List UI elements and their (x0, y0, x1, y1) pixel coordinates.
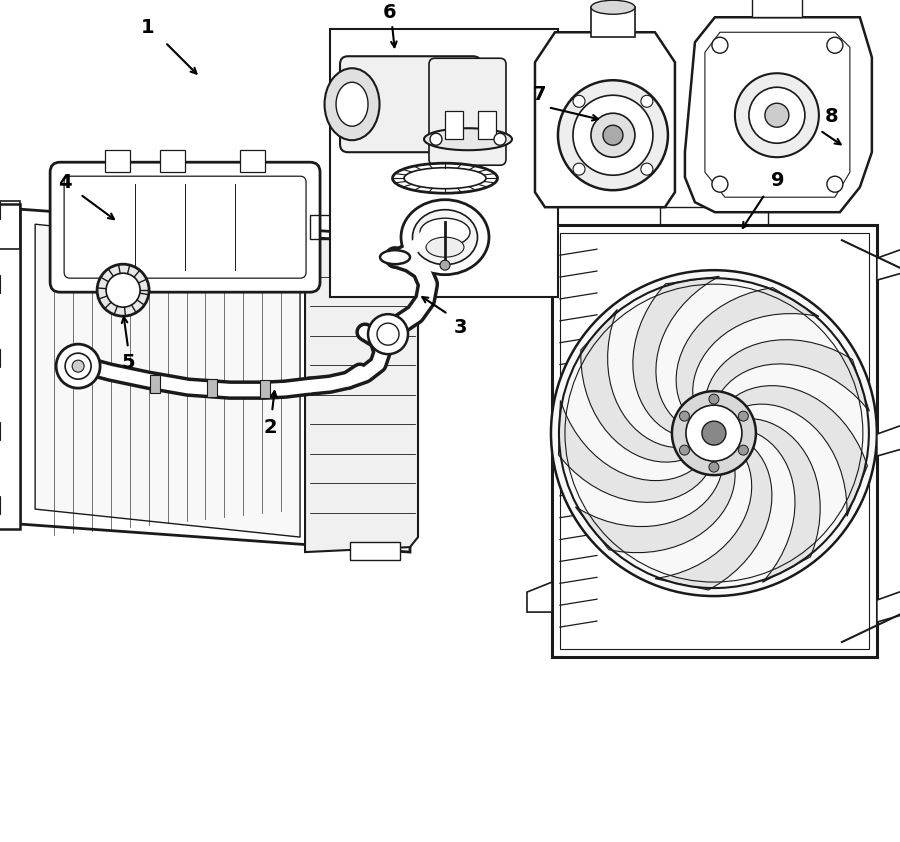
Circle shape (573, 163, 585, 175)
Text: 9: 9 (771, 171, 785, 189)
Text: 4: 4 (58, 173, 72, 192)
Circle shape (827, 37, 843, 53)
Polygon shape (0, 205, 20, 529)
FancyBboxPatch shape (429, 58, 506, 165)
Circle shape (672, 392, 756, 475)
FancyBboxPatch shape (50, 163, 320, 292)
Ellipse shape (591, 0, 634, 14)
Circle shape (702, 421, 726, 445)
Text: 2: 2 (263, 418, 277, 437)
Ellipse shape (424, 128, 512, 150)
Text: 1: 1 (141, 18, 155, 37)
Polygon shape (330, 29, 558, 297)
Ellipse shape (401, 200, 489, 274)
Circle shape (97, 264, 149, 316)
Circle shape (368, 314, 408, 354)
Polygon shape (105, 150, 130, 173)
Circle shape (686, 405, 742, 461)
Text: 7: 7 (533, 85, 546, 104)
Circle shape (641, 163, 652, 175)
Circle shape (494, 133, 506, 145)
Polygon shape (527, 260, 552, 290)
Polygon shape (655, 447, 772, 590)
Circle shape (440, 260, 450, 270)
Ellipse shape (420, 218, 470, 246)
Circle shape (430, 133, 442, 145)
Circle shape (106, 273, 140, 307)
Circle shape (558, 80, 668, 190)
Ellipse shape (426, 237, 464, 257)
Circle shape (712, 176, 728, 192)
Circle shape (680, 445, 689, 456)
Circle shape (56, 344, 100, 388)
Polygon shape (706, 339, 869, 411)
Polygon shape (150, 376, 160, 393)
Polygon shape (478, 111, 496, 139)
Polygon shape (527, 582, 552, 612)
Polygon shape (877, 590, 900, 622)
Circle shape (749, 88, 805, 143)
Polygon shape (591, 8, 634, 37)
FancyBboxPatch shape (340, 56, 481, 152)
Polygon shape (260, 380, 270, 398)
Polygon shape (305, 237, 418, 552)
Polygon shape (207, 379, 217, 397)
Ellipse shape (380, 250, 410, 264)
Polygon shape (735, 386, 868, 516)
Polygon shape (535, 32, 675, 207)
Circle shape (680, 411, 689, 421)
Text: 3: 3 (454, 317, 467, 337)
Polygon shape (350, 542, 400, 560)
Polygon shape (240, 150, 266, 173)
Polygon shape (20, 209, 410, 552)
Text: 5: 5 (122, 353, 135, 371)
Polygon shape (109, 276, 137, 282)
Polygon shape (752, 0, 802, 17)
Polygon shape (580, 310, 682, 462)
Ellipse shape (325, 68, 380, 141)
Polygon shape (633, 276, 719, 433)
Circle shape (738, 411, 749, 421)
Circle shape (827, 176, 843, 192)
Circle shape (738, 445, 749, 456)
Circle shape (72, 360, 84, 372)
Circle shape (641, 95, 652, 107)
Polygon shape (445, 111, 463, 139)
Polygon shape (676, 288, 819, 406)
Polygon shape (877, 424, 900, 456)
Circle shape (735, 73, 819, 157)
Ellipse shape (412, 210, 478, 264)
Text: 6: 6 (383, 3, 397, 22)
Polygon shape (559, 401, 706, 503)
Circle shape (603, 125, 623, 145)
Circle shape (765, 104, 789, 127)
Ellipse shape (404, 168, 486, 189)
Polygon shape (575, 470, 735, 552)
Circle shape (573, 95, 652, 175)
Circle shape (591, 113, 634, 157)
Circle shape (712, 37, 728, 53)
Polygon shape (877, 248, 900, 280)
Polygon shape (160, 150, 185, 173)
Circle shape (709, 394, 719, 404)
Polygon shape (35, 224, 300, 537)
Text: 8: 8 (825, 107, 839, 125)
Polygon shape (753, 418, 820, 583)
Ellipse shape (336, 83, 368, 126)
Circle shape (551, 270, 877, 596)
Circle shape (709, 462, 719, 472)
Polygon shape (552, 225, 877, 657)
Circle shape (573, 95, 585, 107)
Polygon shape (685, 17, 872, 212)
Ellipse shape (392, 163, 498, 193)
